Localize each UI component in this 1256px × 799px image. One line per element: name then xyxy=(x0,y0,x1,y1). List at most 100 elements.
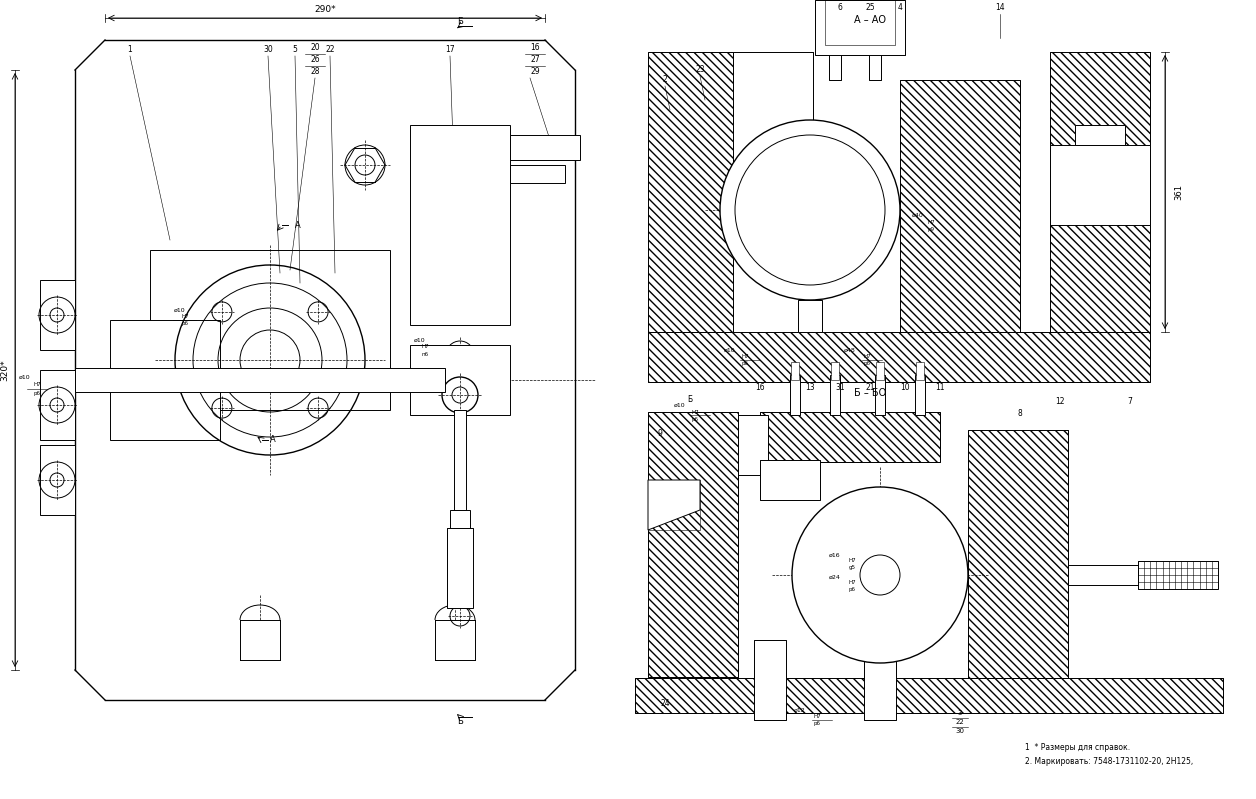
Text: p6: p6 xyxy=(182,321,188,327)
Text: 30: 30 xyxy=(956,728,965,734)
Text: 8: 8 xyxy=(1017,410,1022,419)
Text: p6: p6 xyxy=(814,721,820,726)
Bar xyxy=(111,320,220,440)
Bar xyxy=(754,640,786,720)
Text: ø10: ø10 xyxy=(414,337,426,343)
Text: H7: H7 xyxy=(863,355,870,360)
Bar xyxy=(409,345,510,415)
Text: ø12: ø12 xyxy=(794,707,806,713)
Bar xyxy=(916,375,924,415)
Bar xyxy=(760,412,939,462)
Text: p6: p6 xyxy=(849,587,855,593)
Text: 20: 20 xyxy=(310,43,320,53)
Bar xyxy=(1075,125,1125,145)
Bar xyxy=(754,640,786,720)
Text: H7: H7 xyxy=(33,383,40,388)
Bar xyxy=(739,415,767,475)
Text: H7: H7 xyxy=(848,581,855,586)
Bar xyxy=(648,412,739,677)
Bar xyxy=(447,528,474,608)
Text: 22: 22 xyxy=(956,719,965,725)
Polygon shape xyxy=(648,480,700,530)
Text: 13: 13 xyxy=(805,383,815,392)
Bar xyxy=(149,250,391,410)
Text: 7: 7 xyxy=(1128,397,1133,407)
Bar xyxy=(869,0,880,80)
Bar xyxy=(1050,52,1150,332)
Text: 17: 17 xyxy=(445,46,455,54)
Text: p6: p6 xyxy=(864,361,870,367)
Bar xyxy=(968,430,1068,678)
Text: 11: 11 xyxy=(936,383,945,392)
Text: p9: p9 xyxy=(928,226,934,232)
Bar xyxy=(648,52,734,332)
Bar xyxy=(825,0,896,45)
Circle shape xyxy=(720,120,901,300)
Text: ø40: ø40 xyxy=(912,213,923,217)
Text: Б: Б xyxy=(457,18,463,26)
Bar xyxy=(798,300,821,332)
Bar xyxy=(648,332,1150,382)
Text: 25: 25 xyxy=(865,3,875,13)
Bar xyxy=(40,280,75,350)
Text: ø10: ø10 xyxy=(674,403,686,407)
Text: 14: 14 xyxy=(995,3,1005,13)
Text: 10: 10 xyxy=(901,383,909,392)
Text: 29: 29 xyxy=(530,67,540,77)
Bar xyxy=(409,125,510,325)
Text: ø10: ø10 xyxy=(19,375,30,380)
Text: 6: 6 xyxy=(838,3,843,13)
Bar xyxy=(636,678,1223,713)
Bar xyxy=(901,80,1020,332)
Text: ø48: ø48 xyxy=(844,348,855,352)
Bar xyxy=(648,52,734,332)
Text: p6: p6 xyxy=(741,361,749,367)
Bar xyxy=(875,375,885,415)
Text: g5: g5 xyxy=(849,566,855,570)
Text: 5: 5 xyxy=(293,46,298,54)
Bar xyxy=(450,510,470,528)
Bar xyxy=(815,0,906,55)
Bar xyxy=(864,640,896,720)
Bar xyxy=(791,362,799,380)
Text: 28: 28 xyxy=(310,67,320,77)
Text: 2: 2 xyxy=(663,75,667,85)
Text: H7: H7 xyxy=(848,559,855,563)
Text: 23: 23 xyxy=(695,66,705,74)
Text: Б: Б xyxy=(687,395,692,403)
Text: А: А xyxy=(295,221,300,229)
Bar xyxy=(864,640,896,720)
Text: H7: H7 xyxy=(741,355,749,360)
Text: ø10: ø10 xyxy=(725,348,736,352)
Text: А: А xyxy=(270,435,276,444)
Text: 4: 4 xyxy=(898,3,903,13)
Bar xyxy=(760,460,820,500)
Bar xyxy=(829,0,842,80)
Text: H7: H7 xyxy=(421,344,428,349)
Bar xyxy=(1138,561,1218,589)
Bar xyxy=(901,80,1020,332)
Text: 24: 24 xyxy=(661,699,669,709)
Text: 1: 1 xyxy=(128,46,132,54)
Bar xyxy=(40,445,75,515)
Bar xyxy=(790,375,800,415)
Bar xyxy=(648,332,1150,382)
Bar xyxy=(648,480,700,530)
Bar xyxy=(869,0,880,80)
Text: 16: 16 xyxy=(755,383,765,392)
Text: Б – БО: Б – БО xyxy=(854,388,887,398)
Bar xyxy=(1050,145,1150,225)
Bar xyxy=(815,0,906,55)
Bar xyxy=(968,430,1068,678)
Text: p6: p6 xyxy=(34,391,40,396)
Text: 9: 9 xyxy=(658,430,662,439)
Text: H7: H7 xyxy=(928,220,936,225)
Text: 1  * Размеры для справок.: 1 * Размеры для справок. xyxy=(1025,744,1130,753)
Text: H7: H7 xyxy=(691,410,698,415)
Text: H7: H7 xyxy=(813,714,821,720)
Bar xyxy=(636,678,1223,713)
Bar xyxy=(916,362,924,380)
Bar xyxy=(829,0,842,80)
Text: ø10: ø10 xyxy=(175,308,186,312)
Bar xyxy=(510,165,565,183)
